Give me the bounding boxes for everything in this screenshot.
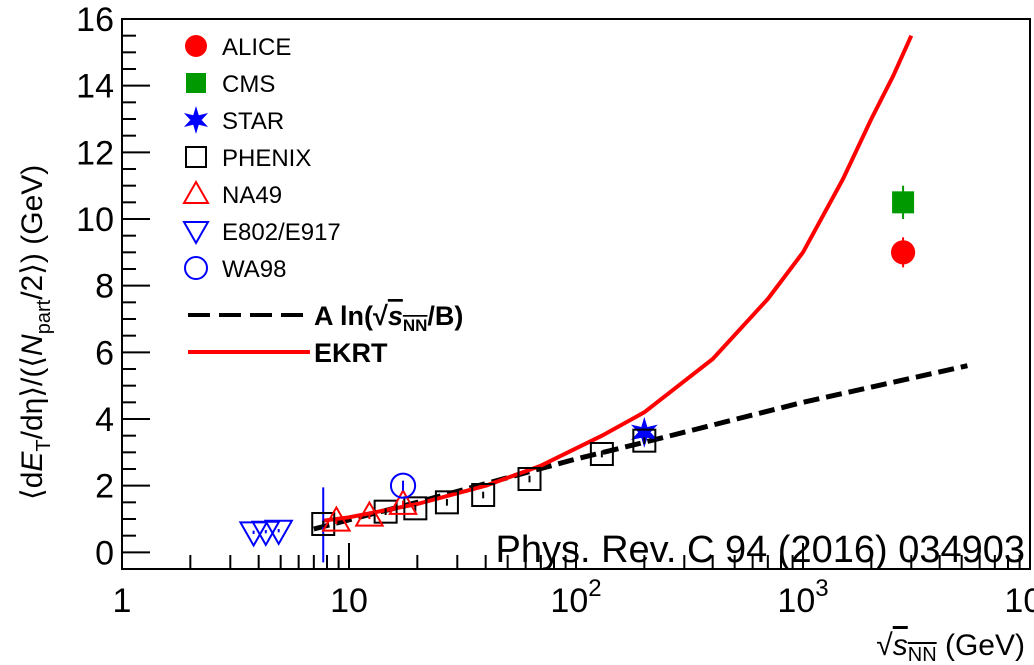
- y-tick-label: 12: [76, 134, 114, 172]
- annotation-reference: Phys. Rev. C 94 (2016) 034903: [496, 529, 1026, 571]
- x-tick-label: 1: [113, 582, 132, 620]
- legend-label-star: STAR: [222, 108, 284, 135]
- cms-data-point: [892, 191, 915, 214]
- legend: ALICE CMS STAR PHENIX NA49 E802/E917 WA98 A ln(…: [182, 34, 463, 368]
- na49-data-point: [321, 505, 352, 532]
- legend-label-sub: NN: [403, 316, 428, 335]
- na49-data-point: [388, 488, 418, 515]
- phenix-data-point: [434, 490, 459, 515]
- legend-label-cms: CMS: [222, 71, 275, 98]
- legend-marker-wa98: [184, 256, 208, 280]
- legend-marker-phenix: [185, 146, 207, 168]
- y-tick-label: 8: [95, 268, 114, 306]
- y-tick-label: 2: [95, 468, 114, 506]
- phenix-data-point: [471, 483, 496, 507]
- phenix-data-point: [403, 496, 428, 521]
- legend-marker-cms: [186, 73, 206, 93]
- x-axis-title-unit: (GeV): [937, 629, 1025, 662]
- axis-tick-labels: 0246810121416110102103104: [76, 1, 1034, 620]
- legend-label-text: A ln(√: [314, 301, 388, 331]
- y-tick-label: 16: [76, 1, 114, 39]
- y-axis-title-sub1: T: [33, 439, 55, 451]
- y-tick-label: 6: [95, 334, 114, 372]
- x-axis-title-root: √: [876, 629, 893, 662]
- axis-ticks: [121, 18, 1031, 569]
- legend-label-fit: A ln(√sNN/B): [314, 301, 463, 335]
- x-tick-label: 103: [777, 575, 828, 620]
- legend-marker-e802-e917: [182, 221, 210, 246]
- data-points: [238, 185, 916, 563]
- x-tick-base: 10: [330, 582, 368, 620]
- fit-curve-line: [313, 363, 968, 532]
- alice-data-point: [890, 240, 916, 265]
- legend-label-na49: NA49: [222, 182, 282, 209]
- model-curves: [313, 34, 968, 532]
- legend-label-post: /B): [427, 301, 463, 331]
- legend-label-ekrt: EKRT: [314, 338, 388, 368]
- x-tick-base: 10: [550, 582, 588, 620]
- legend-marker-na49: [182, 179, 210, 204]
- x-tick-base: 10: [1004, 582, 1034, 620]
- wa98-data-point: [389, 472, 417, 499]
- y-axis-title: ⟨dET/dη⟩/(⟨Npart/2⟩) (GeV): [16, 165, 55, 500]
- x-tick-label: 10: [330, 582, 368, 620]
- x-axis-title-var: s: [893, 629, 908, 662]
- x-tick-label: 102: [550, 575, 601, 620]
- na49-data-point: [354, 500, 385, 527]
- plot-frame: [121, 18, 1031, 570]
- phenix-data-point: [311, 512, 336, 536]
- legend-label-phenix: PHENIX: [222, 145, 311, 172]
- phenix-data-point: [589, 442, 614, 466]
- phenix-data-point: [632, 428, 657, 453]
- y-axis-title-part2: /dη⟩/(⟨: [16, 356, 49, 439]
- legend-label-e802-e917: E802/E917: [222, 219, 341, 246]
- y-tick-label: 0: [95, 534, 114, 572]
- y-axis-title-var1: E: [16, 451, 49, 472]
- legend-label-var: s: [388, 301, 403, 331]
- x-tick-base: 1: [113, 582, 132, 620]
- phenix-data-point: [517, 467, 542, 491]
- y-tick-label: 14: [76, 68, 114, 106]
- legend-label-alice: ALICE: [222, 34, 291, 61]
- legend-marker-alice: [185, 35, 207, 57]
- y-axis-title-sub2: part: [33, 299, 55, 334]
- x-axis-title: √sNN (GeV): [876, 629, 1025, 665]
- y-tick-label: 10: [76, 201, 114, 239]
- x-tick-label: 104: [1004, 575, 1034, 620]
- y-axis-title-part1: ⟨d: [16, 472, 49, 500]
- y-tick-label: 4: [95, 401, 114, 439]
- legend-marker-star: [183, 106, 209, 134]
- x-axis-title-sub: NN: [908, 644, 937, 665]
- x-tick-exponent: 3: [815, 575, 828, 602]
- x-tick-exponent: 2: [588, 575, 601, 602]
- y-axis-title-var2: N: [16, 334, 49, 356]
- legend-label-text: EKRT: [314, 338, 388, 368]
- x-tick-base: 10: [777, 582, 815, 620]
- star-data-point: [631, 416, 658, 448]
- ekrt-curve-line: [322, 34, 914, 523]
- e802-e917-data-point: [263, 519, 294, 546]
- legend-label-wa98: WA98: [222, 256, 286, 283]
- y-axis-title-part3: /2⟩) (GeV): [16, 165, 49, 300]
